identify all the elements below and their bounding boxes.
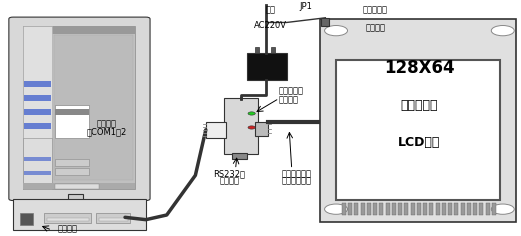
Bar (461, 203, 465, 215)
Bar (492, 203, 496, 215)
Bar (454, 203, 458, 215)
Circle shape (248, 126, 255, 129)
Bar (24, 109, 51, 115)
Bar (386, 203, 390, 215)
Bar (255, 122, 268, 136)
Text: 可视化编程: 可视化编程 (401, 99, 438, 112)
Bar (348, 203, 352, 215)
Bar (24, 157, 51, 161)
Text: 电源开关: 电源开关 (58, 225, 78, 234)
Bar (232, 153, 247, 159)
Circle shape (57, 203, 63, 206)
Circle shape (325, 204, 348, 214)
Circle shape (248, 112, 255, 115)
Bar (23, 184, 135, 189)
Text: 编程或正常: 编程或正常 (363, 5, 388, 14)
Text: 换电源板: 换电源板 (219, 177, 239, 186)
Bar (24, 123, 51, 129)
Text: 128X64: 128X64 (384, 59, 455, 77)
Bar (68, 194, 83, 215)
Circle shape (491, 25, 514, 36)
Bar (448, 203, 452, 215)
Bar (336, 60, 500, 200)
Text: LCD模块: LCD模块 (398, 136, 441, 149)
Text: 红色为忙: 红色为忙 (279, 95, 299, 104)
Bar (320, 19, 516, 222)
Bar (54, 35, 133, 180)
Bar (404, 203, 408, 215)
Text: JP1: JP1 (300, 2, 313, 11)
FancyBboxPatch shape (9, 17, 150, 201)
Circle shape (491, 204, 514, 214)
Bar (417, 203, 421, 215)
Bar (99, 218, 128, 221)
Bar (206, 122, 226, 138)
Bar (44, 213, 91, 223)
Bar (429, 203, 433, 215)
Bar (23, 26, 135, 189)
Bar (224, 98, 258, 154)
Bar (321, 18, 329, 26)
Circle shape (325, 25, 348, 36)
Bar (373, 203, 377, 215)
Text: 口COM1或2: 口COM1或2 (86, 128, 127, 137)
Bar (96, 213, 130, 223)
Bar (55, 109, 89, 115)
Text: 与模块相联的: 与模块相联的 (282, 170, 312, 179)
Text: 接电脑串: 接电脑串 (97, 119, 117, 128)
Bar (24, 171, 51, 175)
Bar (24, 81, 51, 87)
Bar (473, 203, 477, 215)
Bar (13, 199, 146, 230)
Bar (486, 203, 490, 215)
Bar (467, 203, 471, 215)
Bar (55, 159, 89, 166)
Bar (47, 218, 89, 221)
Bar (23, 26, 52, 189)
Bar (342, 203, 346, 215)
Text: 模式选择: 模式选择 (365, 24, 385, 33)
Bar (55, 184, 99, 189)
Circle shape (70, 203, 76, 206)
Text: 电源和信号线: 电源和信号线 (282, 177, 312, 186)
Bar (55, 168, 89, 175)
Bar (423, 203, 427, 215)
Bar (398, 203, 402, 215)
Bar (367, 203, 371, 215)
Bar (255, 47, 259, 53)
Text: 市电: 市电 (266, 5, 276, 14)
Circle shape (44, 203, 50, 206)
Bar (411, 203, 415, 215)
Bar (247, 53, 287, 80)
Bar (392, 203, 396, 215)
Bar (55, 105, 89, 138)
Text: 综色为通讯: 综色为通讯 (279, 87, 304, 96)
Bar (442, 203, 446, 215)
Bar (354, 203, 358, 215)
Bar (20, 213, 33, 226)
Bar (361, 203, 365, 215)
Bar (24, 95, 51, 101)
Bar (379, 203, 383, 215)
Text: RS232转: RS232转 (213, 170, 245, 179)
Bar (23, 138, 52, 189)
Bar (23, 26, 135, 34)
Bar (479, 203, 483, 215)
Bar (271, 47, 275, 53)
Bar (436, 203, 440, 215)
Text: AC220V: AC220V (254, 21, 288, 30)
